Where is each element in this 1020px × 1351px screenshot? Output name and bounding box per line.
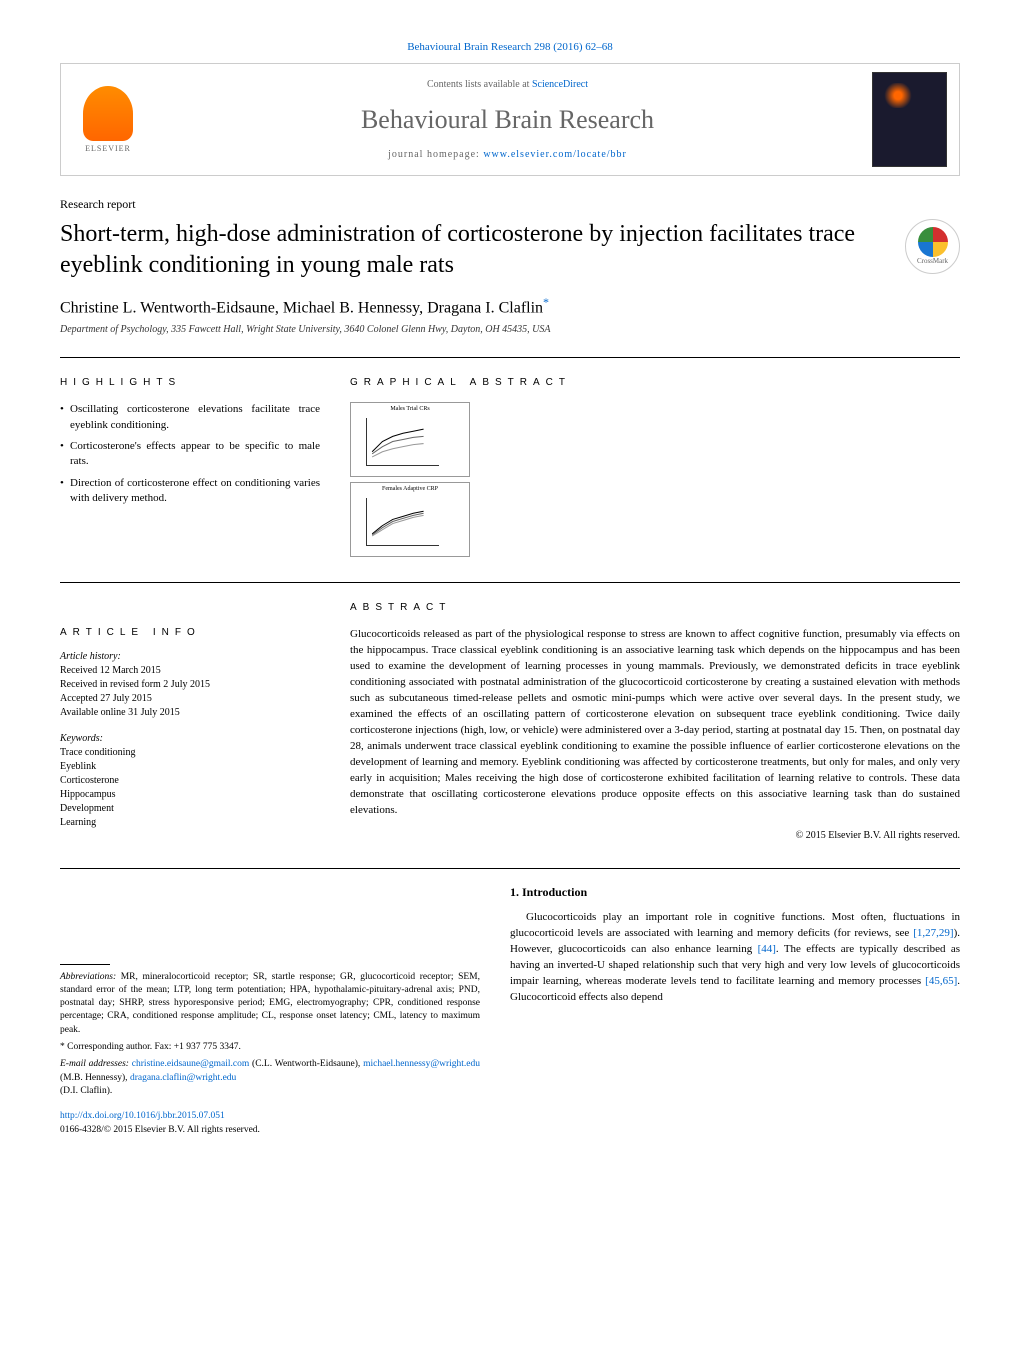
authors-names: Christine L. Wentworth-Eidsaune, Michael… xyxy=(60,299,543,316)
citation-link[interactable]: [45,65] xyxy=(925,975,957,987)
journal-cover-thumbnail xyxy=(872,72,947,167)
journal-name: Behavioural Brain Research xyxy=(163,102,852,138)
ga-chart-males: Males Trial CRs xyxy=(350,402,470,477)
highlight-item: Corticosterone's effects appear to be sp… xyxy=(60,439,320,470)
authors-line: Christine L. Wentworth-Eidsaune, Michael… xyxy=(60,294,960,320)
keyword: Eyeblink xyxy=(60,760,320,774)
keyword: Development xyxy=(60,802,320,816)
introduction-heading: 1. Introduction xyxy=(510,884,960,901)
elsevier-logo: ELSEVIER xyxy=(73,80,143,160)
contents-prefix: Contents lists available at xyxy=(427,79,532,90)
abstract-text: Glucocorticoids released as part of the … xyxy=(350,627,960,818)
journal-reference: Behavioural Brain Research 298 (2016) 62… xyxy=(60,40,960,55)
crossmark-icon xyxy=(918,227,948,257)
ga-chart-females: Females Adaptive CRP xyxy=(350,482,470,557)
highlights-section: HIGHLIGHTS Oscillating corticosterone el… xyxy=(60,376,320,506)
homepage-prefix: journal homepage: xyxy=(388,149,483,160)
history-revised: Received in revised form 2 July 2015 xyxy=(60,678,320,692)
highlights-heading: HIGHLIGHTS xyxy=(60,376,320,390)
ga-chart-svg xyxy=(367,498,439,545)
graphical-abstract-heading: GRAPHICAL ABSTRACT xyxy=(350,376,960,390)
email-label: E-mail addresses: xyxy=(60,1059,129,1069)
section-divider xyxy=(60,357,960,358)
email-who-2: (M.B. Hennessy), xyxy=(60,1073,130,1083)
abbrev-label: Abbreviations: xyxy=(60,972,116,982)
keyword: Learning xyxy=(60,816,320,830)
sciencedirect-link[interactable]: ScienceDirect xyxy=(532,79,588,90)
history-received: Received 12 March 2015 xyxy=(60,664,320,678)
doi-link[interactable]: http://dx.doi.org/10.1016/j.bbr.2015.07.… xyxy=(60,1111,225,1121)
history-accepted: Accepted 27 July 2015 xyxy=(60,692,320,706)
elsevier-tree-icon xyxy=(83,86,133,141)
email-link-1[interactable]: christine.eidsaune@gmail.com xyxy=(132,1059,249,1069)
corresp-text: Corresponding author. Fax: +1 937 775 33… xyxy=(65,1042,241,1052)
article-info-heading: ARTICLE INFO xyxy=(60,626,320,640)
ga-chart-svg xyxy=(367,418,439,465)
crossmark-label: CrossMark xyxy=(917,257,948,267)
issn-copyright: 0166-4328/© 2015 Elsevier B.V. All right… xyxy=(60,1124,480,1137)
contents-available-line: Contents lists available at ScienceDirec… xyxy=(163,78,852,92)
introduction-text: Glucocorticoids play an important role i… xyxy=(510,910,960,1006)
footnote-divider xyxy=(60,964,110,965)
crossmark-badge[interactable]: CrossMark xyxy=(905,219,960,274)
intro-part-1: Glucocorticoids play an important role i… xyxy=(510,911,960,939)
ga-chart-title-1: Males Trial CRs xyxy=(351,403,469,413)
abbrev-text: MR, mineralocorticoid receptor; SR, star… xyxy=(60,972,480,1035)
corresponding-marker: * xyxy=(543,295,549,309)
article-type: Research report xyxy=(60,196,960,213)
abbreviations-block: Abbreviations: MR, mineralocorticoid rec… xyxy=(60,971,480,1037)
citation-link[interactable]: [1,27,29] xyxy=(913,927,953,939)
article-title: Short-term, high-dose administration of … xyxy=(60,219,885,281)
doi-block: http://dx.doi.org/10.1016/j.bbr.2015.07.… xyxy=(60,1110,480,1137)
article-history-label: Article history: xyxy=(60,650,320,664)
homepage-line: journal homepage: www.elsevier.com/locat… xyxy=(163,148,852,162)
history-online: Available online 31 July 2015 xyxy=(60,706,320,720)
keyword: Hippocampus xyxy=(60,788,320,802)
abstract-heading: ABSTRACT xyxy=(350,601,960,615)
citation-link[interactable]: [44] xyxy=(758,943,776,955)
corresponding-author-note: * Corresponding author. Fax: +1 937 775 … xyxy=(60,1041,480,1054)
section-divider xyxy=(60,582,960,583)
homepage-link[interactable]: www.elsevier.com/locate/bbr xyxy=(483,149,627,160)
keyword: Corticosterone xyxy=(60,774,320,788)
email-addresses-block: E-mail addresses: christine.eidsaune@gma… xyxy=(60,1058,480,1098)
email-link-2[interactable]: michael.hennessy@wright.edu xyxy=(363,1059,480,1069)
ga-chart-title-2: Females Adaptive CRP xyxy=(351,483,469,493)
keyword: Trace conditioning xyxy=(60,746,320,760)
elsevier-label: ELSEVIER xyxy=(85,143,131,154)
keywords-label: Keywords: xyxy=(60,732,320,746)
email-who-3: (D.I. Claflin). xyxy=(60,1086,112,1096)
affiliation: Department of Psychology, 335 Fawcett Ha… xyxy=(60,323,960,337)
email-who-1: (C.L. Wentworth-Eidsaune), xyxy=(249,1059,363,1069)
section-divider xyxy=(60,868,960,869)
article-info-section: ARTICLE INFO Article history: Received 1… xyxy=(60,626,320,830)
highlight-item: Oscillating corticosterone elevations fa… xyxy=(60,402,320,433)
abstract-copyright: © 2015 Elsevier B.V. All rights reserved… xyxy=(350,829,960,843)
email-link-3[interactable]: dragana.claflin@wright.edu xyxy=(130,1073,236,1083)
journal-header-box: ELSEVIER Contents lists available at Sci… xyxy=(60,63,960,176)
highlight-item: Direction of corticosterone effect on co… xyxy=(60,476,320,507)
graphical-abstract-figure: Males Trial CRs Females Adaptive CRP xyxy=(350,402,470,562)
